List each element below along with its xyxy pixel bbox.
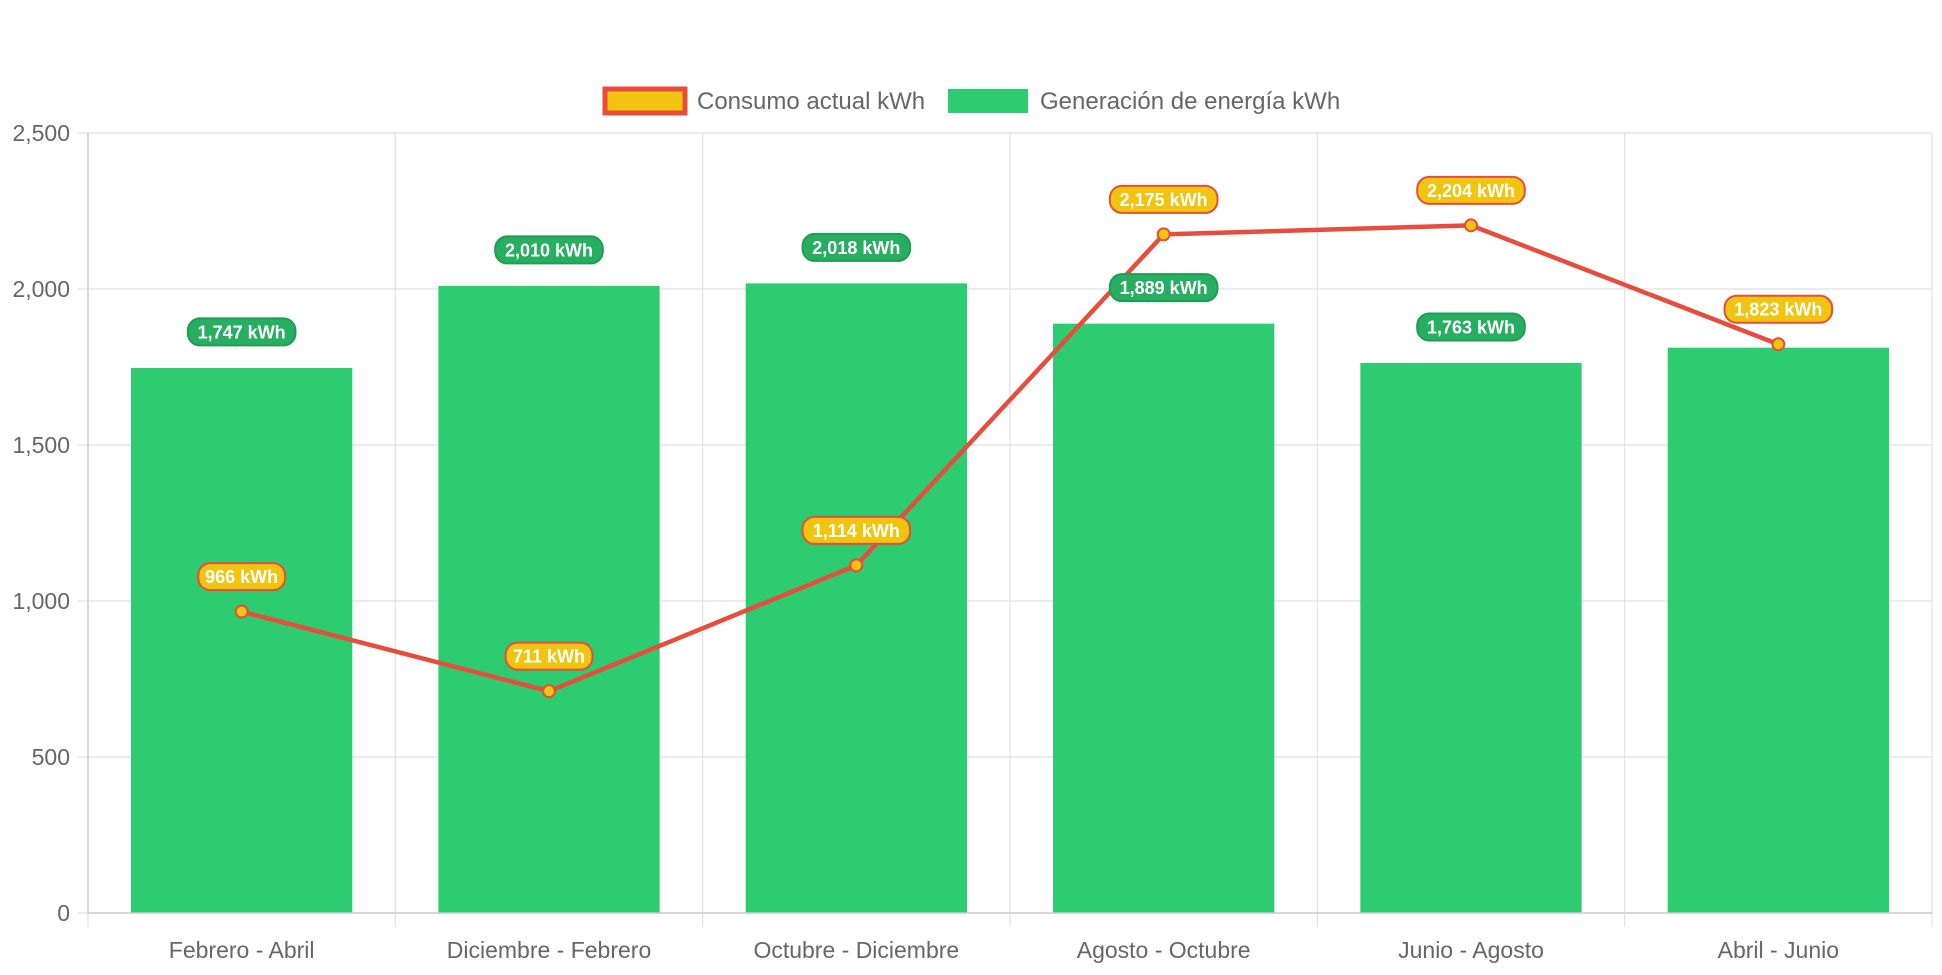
data-label: 1,763 kWh — [1427, 317, 1515, 337]
x-tick-label: Febrero - Abril — [169, 937, 315, 963]
data-label-badge — [494, 235, 604, 265]
bar — [745, 283, 967, 913]
y-tick-label: 2,500 — [12, 120, 70, 146]
data-label-badge — [1108, 184, 1219, 214]
data-label: 1,823 kWh — [1734, 300, 1822, 320]
data-labels: 1,747 kWh 2,010 kWh 2,018 kWh 1,889 kWh 1,76… — [186, 175, 1834, 671]
line-point — [542, 684, 556, 699]
data-label: 711 kWh — [513, 647, 585, 667]
line-point — [1771, 337, 1786, 352]
legend-swatch-consumo — [602, 86, 688, 116]
data-label: 2,204 kWh — [1427, 181, 1515, 201]
data-label: 2,010 kWh — [505, 240, 593, 260]
data-label-badge — [197, 562, 287, 592]
data-label-badge — [1108, 273, 1219, 303]
bar — [131, 367, 353, 913]
data-label: 2,018 kWh — [812, 238, 900, 258]
y-tick-label: 1,000 — [12, 588, 70, 614]
bar — [1053, 323, 1275, 914]
line-series — [234, 218, 1786, 699]
x-tick-label: Junio - Agosto — [1398, 937, 1544, 963]
line-point — [1156, 227, 1171, 242]
data-label: 1,889 kWh — [1120, 278, 1208, 298]
x-tick-label: Abril - Junio — [1718, 937, 1839, 963]
grid — [87, 132, 1933, 927]
x-tick-label: Octubre - Diciembre — [753, 937, 959, 963]
y-tick-label: 0 — [57, 900, 70, 926]
data-label-badge — [1416, 312, 1526, 342]
legend-label-consumo: Consumo actual kWh — [697, 88, 925, 115]
y-tick-label: 1,500 — [12, 432, 70, 458]
data-label-badge — [1416, 175, 1526, 205]
x-tick-label: Diciembre - Febrero — [447, 937, 652, 963]
bar — [438, 285, 660, 913]
data-label-badge — [186, 317, 297, 347]
line-point — [849, 558, 864, 573]
line-point — [1464, 218, 1478, 233]
legend-label-generacion: Generación de energía kWh — [1040, 88, 1340, 115]
y-tick-label: 2,000 — [12, 276, 70, 302]
x-tick-label: Agosto - Octubre — [1077, 937, 1251, 963]
data-label: 2,175 kWh — [1120, 190, 1208, 210]
y-tick-label: 500 — [32, 744, 70, 770]
data-label-badge — [504, 641, 594, 671]
line-point — [234, 604, 249, 619]
legend: Consumo actual kWh Generación de energía … — [602, 86, 1340, 116]
bar — [1667, 347, 1889, 913]
axes: 0 500 1,000 1,500 2,000 2,500 Febrero - Abril D… — [12, 120, 1932, 963]
data-label-badge — [801, 232, 912, 262]
series-line — [241, 223, 1780, 694]
data-label: 1,114 kWh — [813, 521, 900, 541]
bar-series — [131, 283, 1889, 914]
data-label: 1,747 kWh — [198, 322, 286, 342]
legend-swatch-generacion — [948, 89, 1028, 113]
bar — [1360, 362, 1582, 914]
data-label: 966 kWh — [205, 567, 278, 587]
data-label-badge — [1723, 294, 1834, 324]
data-label-badge — [801, 515, 912, 545]
